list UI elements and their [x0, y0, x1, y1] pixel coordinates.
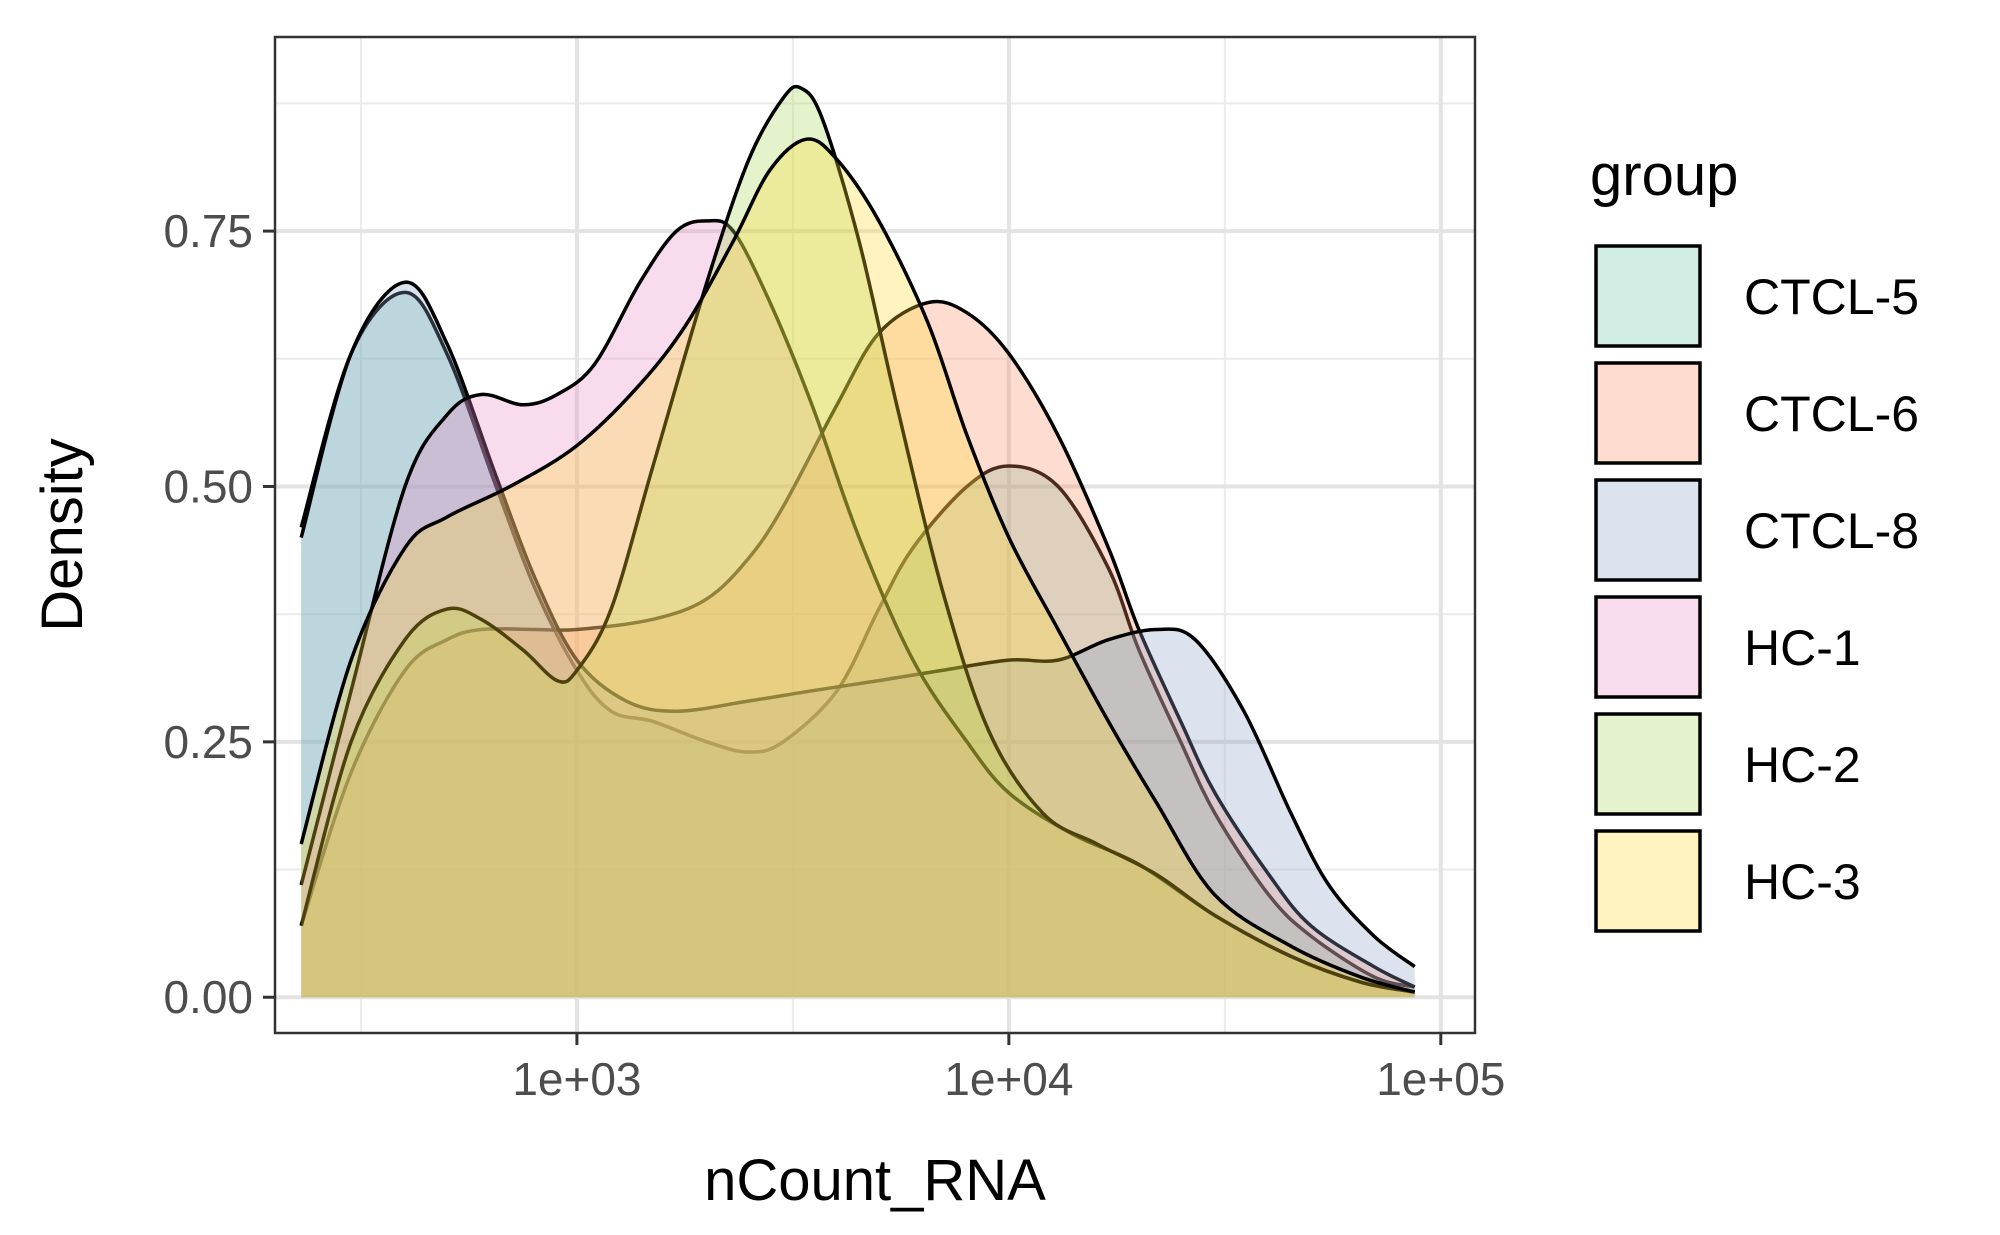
- plot-panel: [275, 37, 1475, 1033]
- x-axis: 1e+03 1e+04 1e+05: [512, 1033, 1505, 1105]
- density-line-hc-3: [299, 137, 1416, 994]
- panel-border: [273, 35, 1477, 1035]
- y-tick-label: 0.25: [163, 716, 253, 768]
- legend-label-hc-1: HC-1: [1744, 620, 1861, 676]
- x-tick-label: 1e+03: [512, 1053, 641, 1105]
- density-area-hc-2: [301, 86, 1415, 998]
- legend-title: group: [1590, 143, 1738, 208]
- legend-label-ctcl-5: CTCL-5: [1744, 269, 1919, 325]
- density-area-hc-3: [301, 138, 1415, 998]
- legend-swatch-hc-1: [1594, 595, 1702, 699]
- density-area-hc-1: [301, 220, 1415, 998]
- legend-swatch-ctcl-6: [1594, 361, 1702, 465]
- y-tick-label: 0.50: [163, 460, 253, 512]
- legend-swatch-hc-3: [1594, 829, 1702, 933]
- legend-key-bg-ctcl-5: [1594, 244, 1702, 348]
- panel-background: [275, 37, 1475, 1033]
- legend-label-hc-3: HC-3: [1744, 854, 1861, 910]
- legend-swatch-ctcl-8: [1594, 478, 1702, 582]
- density-line-hc-2: [299, 84, 1416, 994]
- x-tick-label: 1e+04: [944, 1053, 1073, 1105]
- grid-lines: [275, 37, 1475, 1033]
- density-area-ctcl-6: [301, 301, 1415, 998]
- legend-swatch-ctcl-5: [1594, 244, 1702, 348]
- y-axis: 0.00 0.25 0.50 0.75: [163, 205, 275, 1023]
- y-axis-title: Density: [30, 438, 95, 631]
- legend-key-bg-hc-1: [1594, 595, 1702, 699]
- density-line-ctcl-5: [299, 290, 1416, 989]
- density-area-ctcl-5: [301, 292, 1415, 998]
- x-axis-title: nCount_RNA: [704, 1148, 1046, 1213]
- y-tick-label: 0.00: [163, 971, 253, 1023]
- legend-key-bg-hc-2: [1594, 712, 1702, 816]
- legend-label-ctcl-8: CTCL-8: [1744, 503, 1919, 559]
- legend-key-bg-ctcl-6: [1594, 361, 1702, 465]
- legend-key-bg-hc-3: [1594, 829, 1702, 933]
- y-tick-label: 0.75: [163, 205, 253, 257]
- legend-key-bg-ctcl-8: [1594, 478, 1702, 582]
- legend-label-ctcl-6: CTCL-6: [1744, 386, 1919, 442]
- legend: group CTCL-5 CTCL-6 CTCL-8 HC-1 HC-2 HC-3: [1590, 143, 1919, 933]
- density-area-ctcl-8: [301, 282, 1415, 998]
- density-areas: [299, 84, 1416, 998]
- legend-swatch-hc-2: [1594, 712, 1702, 816]
- density-line-ctcl-8: [299, 280, 1416, 969]
- x-tick-label: 1e+05: [1376, 1053, 1505, 1105]
- legend-label-hc-2: HC-2: [1744, 737, 1861, 793]
